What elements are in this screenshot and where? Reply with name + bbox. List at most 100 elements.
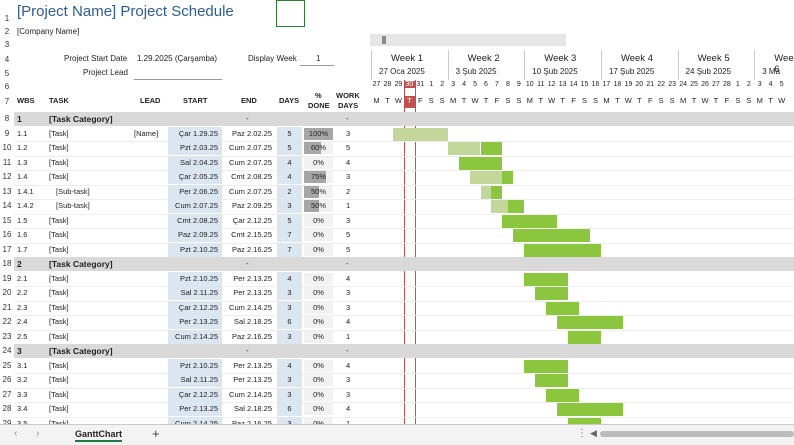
task-name[interactable]: [Task] xyxy=(49,128,69,138)
task-end[interactable]: Per 2.13.25 xyxy=(233,273,272,283)
task-start[interactable]: Pzt 2.10.25 xyxy=(168,358,222,373)
task-days[interactable]: 3 xyxy=(277,199,302,213)
more-options-icon[interactable]: ⋮ xyxy=(577,428,587,439)
task-work[interactable]: 3 xyxy=(346,389,351,399)
task-wbs[interactable]: 1.1 xyxy=(17,128,28,138)
task-name[interactable]: [Task] xyxy=(49,244,69,254)
task-name[interactable]: [Task] xyxy=(49,273,69,283)
task-end[interactable]: Cmt 2.08.25 xyxy=(231,172,272,181)
task-work[interactable]: 5 xyxy=(346,244,351,254)
category-name[interactable]: [Task Category] xyxy=(49,114,113,124)
prev-sheet-icon[interactable]: ‹ xyxy=(14,428,18,439)
task-days[interactable]: 7 xyxy=(277,228,302,242)
task-start[interactable]: Çar 2.12.25 xyxy=(168,300,222,315)
task-wbs[interactable]: 1.7 xyxy=(17,244,28,254)
task-days[interactable]: 3 xyxy=(277,286,302,300)
task-wbs[interactable]: 1.2 xyxy=(17,143,28,152)
task-pct[interactable]: 0% xyxy=(313,375,324,384)
scroll-slider[interactable] xyxy=(370,34,566,46)
task-wbs[interactable]: 2.2 xyxy=(17,288,28,297)
page-title[interactable]: [Project Name] Project Schedule xyxy=(17,3,234,20)
task-wbs[interactable]: 1.6 xyxy=(17,230,28,239)
task-pct[interactable]: 0% xyxy=(313,331,324,341)
task-wbs[interactable]: 2.5 xyxy=(17,331,28,341)
task-days[interactable]: 3 xyxy=(277,329,302,344)
task-name[interactable]: [Task] xyxy=(49,389,69,399)
task-work[interactable]: 3 xyxy=(346,215,351,225)
company-name[interactable]: [Company Name] xyxy=(17,27,80,36)
task-work[interactable]: 1 xyxy=(346,201,351,210)
task-name[interactable]: [Task] xyxy=(49,317,69,326)
task-wbs[interactable]: 3.4 xyxy=(17,404,28,413)
task-start[interactable]: Çar 1.29.25 xyxy=(168,126,222,141)
task-work[interactable]: 4 xyxy=(346,404,351,413)
display-week-value[interactable]: 1 xyxy=(316,54,321,63)
task-end[interactable]: Paz 2.16.25 xyxy=(231,244,272,254)
task-work[interactable]: 1 xyxy=(346,331,351,341)
category-wbs[interactable]: 3 xyxy=(17,346,22,356)
task-start[interactable]: Sal 2.11.25 xyxy=(168,373,222,387)
task-pct[interactable]: 50% xyxy=(310,201,326,210)
task-pct[interactable]: 0% xyxy=(313,288,324,297)
task-end[interactable]: Cum 2.14.25 xyxy=(229,302,272,312)
task-pct[interactable]: 75% xyxy=(310,172,326,181)
task-name[interactable]: [Task] xyxy=(49,360,69,370)
task-work[interactable]: 4 xyxy=(346,157,351,167)
task-work[interactable]: 3 xyxy=(346,375,351,384)
task-end[interactable]: Cum 2.07.25 xyxy=(229,143,272,152)
task-pct[interactable]: 0% xyxy=(313,389,324,399)
task-start[interactable]: Cum 2.14.25 xyxy=(168,329,222,344)
task-wbs[interactable]: 1.4.2 xyxy=(17,201,34,210)
task-days[interactable]: 3 xyxy=(277,387,302,402)
task-start[interactable]: Cum 2.07.25 xyxy=(168,199,222,213)
task-days[interactable]: 4 xyxy=(277,358,302,373)
task-end[interactable]: Sal 2.18.25 xyxy=(234,317,272,326)
category-wbs[interactable]: 1 xyxy=(17,114,22,124)
task-name[interactable]: [Task] xyxy=(49,331,69,341)
task-start[interactable]: Pzt 2.10.25 xyxy=(168,242,222,257)
task-days[interactable]: 7 xyxy=(277,242,302,257)
task-wbs[interactable]: 2.3 xyxy=(17,302,28,312)
task-start[interactable]: Çar 2.12.25 xyxy=(168,387,222,402)
task-days[interactable]: 3 xyxy=(277,300,302,315)
task-name[interactable]: [Task] xyxy=(49,172,69,181)
task-start[interactable]: Sal 2.04.25 xyxy=(168,155,222,170)
task-pct[interactable]: 0% xyxy=(313,215,324,225)
start-date-value[interactable]: 1.29.2025 (Çarşamba) xyxy=(137,54,218,63)
task-days[interactable]: 5 xyxy=(277,213,302,228)
sheet-tab-ganttchart[interactable]: GanttChart xyxy=(75,429,122,442)
task-days[interactable]: 6 xyxy=(277,315,302,329)
task-pct[interactable]: 0% xyxy=(313,230,324,239)
task-start[interactable]: Pzt 2.10.25 xyxy=(168,271,222,286)
task-start[interactable]: Per 2.13.25 xyxy=(168,315,222,329)
add-sheet-button[interactable]: + xyxy=(152,426,160,441)
task-days[interactable]: 4 xyxy=(277,155,302,170)
task-work[interactable]: 1 xyxy=(346,418,351,428)
category-name[interactable]: [Task Category] xyxy=(49,259,113,269)
task-end[interactable]: Cmt 2.15.25 xyxy=(231,230,272,239)
task-lead[interactable]: [Name] xyxy=(134,128,159,138)
task-pct[interactable]: 0% xyxy=(313,404,324,413)
task-wbs[interactable]: 3.3 xyxy=(17,389,28,399)
task-wbs[interactable]: 2.4 xyxy=(17,317,28,326)
task-wbs[interactable]: 2.1 xyxy=(17,273,28,283)
task-work[interactable]: 3 xyxy=(346,288,351,297)
task-pct[interactable]: 0% xyxy=(313,273,324,283)
category-name[interactable]: [Task Category] xyxy=(49,346,113,356)
horizontal-scrollbar[interactable] xyxy=(600,431,794,437)
task-end[interactable]: Cum 2.07.25 xyxy=(229,157,272,167)
task-days[interactable]: 2 xyxy=(277,184,302,199)
task-work[interactable]: 2 xyxy=(346,186,351,196)
task-work[interactable]: 5 xyxy=(346,143,351,152)
task-end[interactable]: Sal 2.18.25 xyxy=(234,404,272,413)
task-work[interactable]: 4 xyxy=(346,317,351,326)
task-pct[interactable]: 0% xyxy=(313,157,324,167)
task-pct[interactable]: 0% xyxy=(313,302,324,312)
task-days[interactable]: 5 xyxy=(277,126,302,141)
task-name[interactable]: [Task] xyxy=(49,230,69,239)
task-end[interactable]: Cum 2.14.25 xyxy=(229,389,272,399)
task-end[interactable]: Per 2.13.25 xyxy=(233,288,272,297)
task-end[interactable]: Per 2.13.25 xyxy=(233,375,272,384)
task-pct[interactable]: 50% xyxy=(310,186,326,196)
task-work[interactable]: 5 xyxy=(346,230,351,239)
